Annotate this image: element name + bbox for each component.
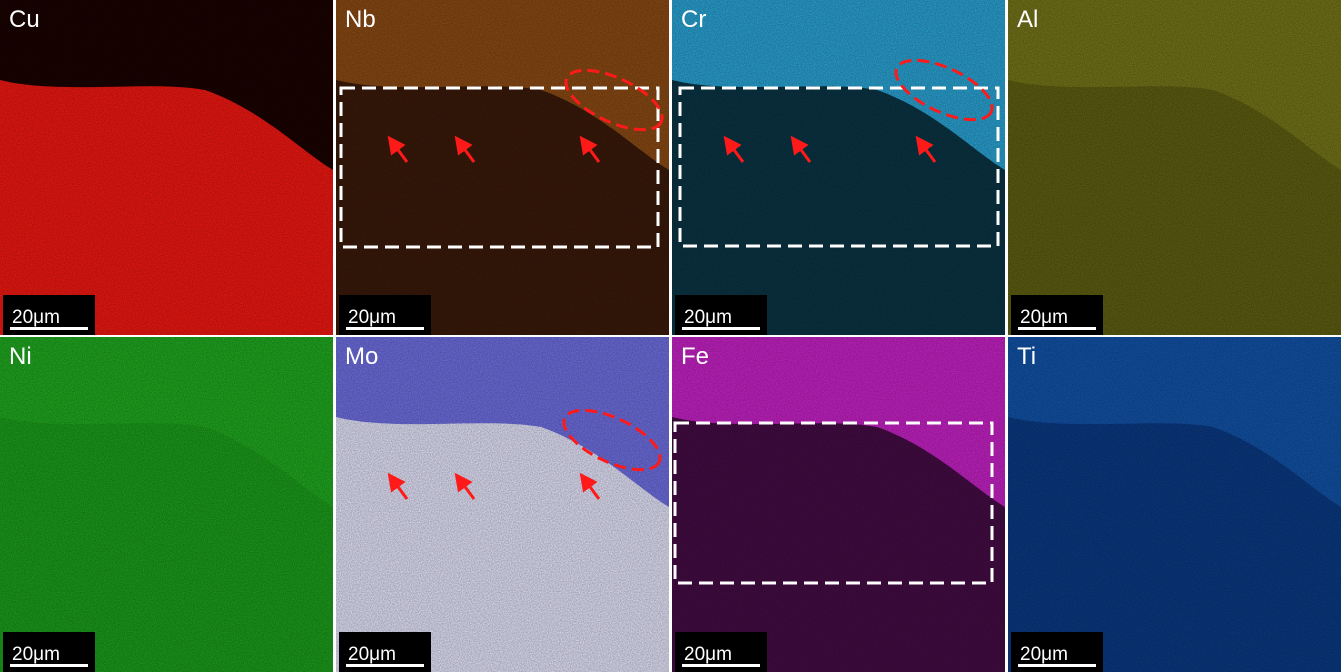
element-label: Al bbox=[1017, 6, 1038, 33]
highlight-ellipse bbox=[562, 408, 662, 472]
element-label: Ti bbox=[1017, 343, 1036, 370]
pointer-arrow bbox=[790, 135, 812, 163]
element-label: Fe bbox=[681, 343, 709, 370]
pointer-arrow bbox=[579, 135, 601, 163]
eds-panel: Ti 20μm bbox=[1008, 337, 1341, 672]
scale-bar bbox=[346, 327, 424, 330]
dashed-region-box bbox=[678, 86, 1000, 248]
scale-bar bbox=[1018, 664, 1096, 667]
element-label: Mo bbox=[345, 343, 378, 370]
eds-panel: Mo 20μm bbox=[336, 337, 669, 672]
element-label: Ni bbox=[9, 343, 32, 370]
scale-bar bbox=[1018, 327, 1096, 330]
scale-bar bbox=[346, 664, 424, 667]
dashed-region-box bbox=[339, 86, 660, 249]
scale-bar-label: 20μm bbox=[12, 307, 60, 328]
scale-bar-label: 20μm bbox=[1020, 307, 1068, 328]
eds-panel: Cr 20μm bbox=[672, 0, 1005, 335]
highlight-ellipse bbox=[564, 68, 664, 132]
highlight-ellipse bbox=[894, 58, 994, 122]
pointer-arrow bbox=[387, 472, 409, 500]
eds-panel: Ni 20μm bbox=[0, 337, 333, 672]
scale-bar-label: 20μm bbox=[684, 307, 732, 328]
scale-bar-label: 20μm bbox=[348, 644, 396, 665]
pointer-arrow bbox=[387, 135, 409, 163]
scale-bar-label: 20μm bbox=[12, 644, 60, 665]
eds-panel: Al 20μm bbox=[1008, 0, 1341, 335]
scale-bar-label: 20μm bbox=[1020, 644, 1068, 665]
pointer-arrow bbox=[454, 135, 476, 163]
element-label: Nb bbox=[345, 6, 376, 33]
dashed-region-box bbox=[673, 421, 994, 585]
scale-bar-label: 20μm bbox=[684, 644, 732, 665]
pointer-arrow bbox=[915, 135, 937, 163]
map-noise bbox=[1008, 0, 1341, 335]
pointer-arrow bbox=[579, 472, 601, 500]
pointer-arrow bbox=[454, 472, 476, 500]
map-noise bbox=[672, 0, 1005, 335]
map-noise bbox=[336, 0, 669, 335]
scale-bar bbox=[682, 327, 760, 330]
scale-bar bbox=[682, 664, 760, 667]
scale-bar bbox=[10, 327, 88, 330]
map-noise bbox=[672, 337, 1005, 672]
map-noise bbox=[336, 337, 669, 672]
eds-panel: Nb 20μm bbox=[336, 0, 669, 335]
pointer-arrow bbox=[723, 135, 745, 163]
eds-panel: Fe 20μm bbox=[672, 337, 1005, 672]
scale-bar-label: 20μm bbox=[348, 307, 396, 328]
map-noise bbox=[1008, 337, 1341, 672]
eds-panel: Cu 20μm bbox=[0, 0, 333, 335]
map-noise bbox=[0, 337, 333, 672]
map-noise bbox=[0, 0, 333, 335]
element-label: Cr bbox=[681, 6, 706, 33]
scale-bar bbox=[10, 664, 88, 667]
element-label: Cu bbox=[9, 6, 40, 33]
